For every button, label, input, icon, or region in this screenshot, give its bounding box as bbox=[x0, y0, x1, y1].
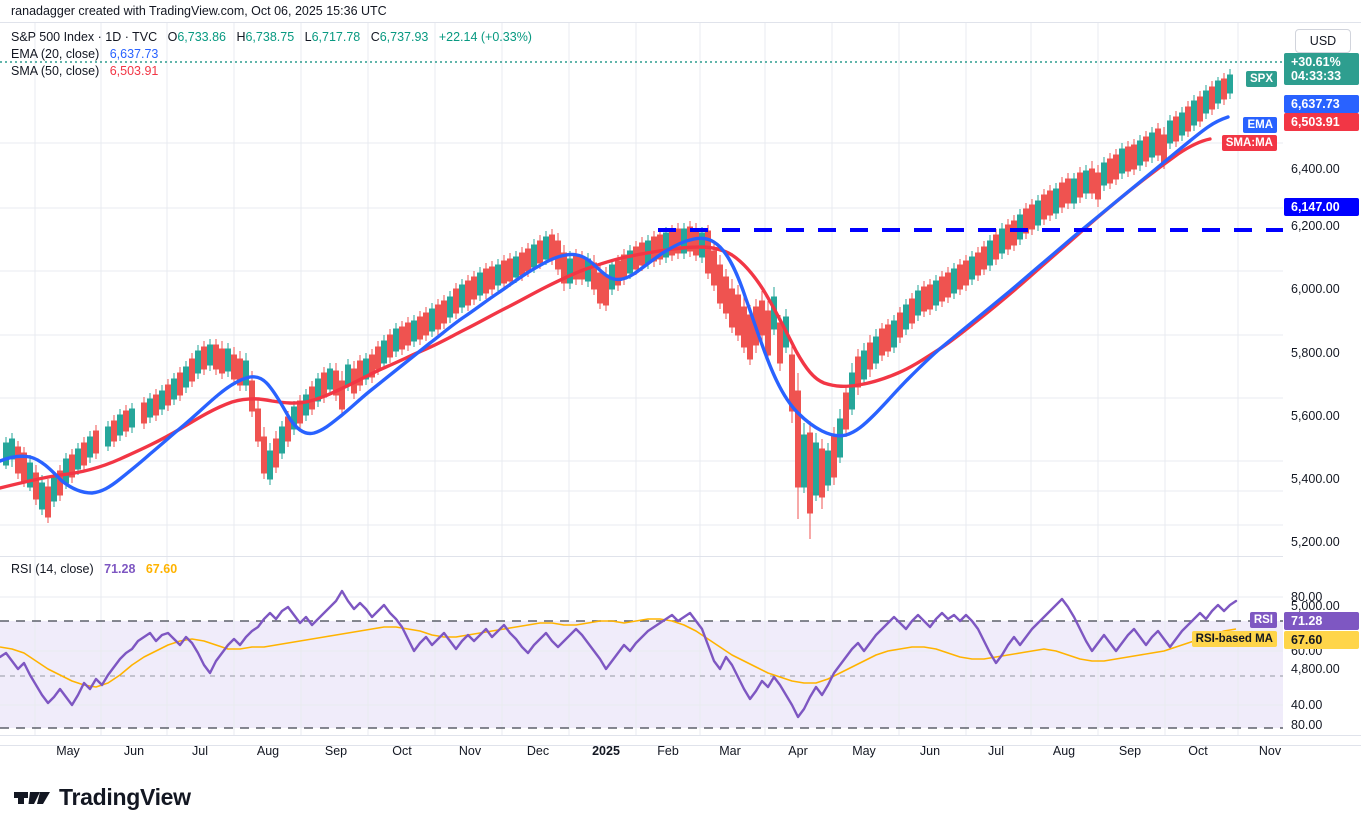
series-chip-sma[interactable]: SMA:MA bbox=[1221, 135, 1277, 151]
attribution-text: ranadagger created with TradingView.com,… bbox=[11, 4, 387, 18]
time-axis-top-divider bbox=[0, 735, 1361, 736]
chart-bottom-divider bbox=[0, 745, 1361, 746]
price-tick-label: 5,800.00 bbox=[1291, 346, 1340, 360]
time-label: Aug bbox=[256, 744, 280, 758]
time-label: Oct bbox=[1188, 744, 1208, 758]
price-tick-label: 5,400.00 bbox=[1291, 472, 1340, 486]
price-gridlines-horizontal bbox=[0, 142, 1283, 526]
price-tick-label: 5,000.00 bbox=[1291, 599, 1340, 613]
price-tick-label: 5,200.00 bbox=[1291, 535, 1340, 549]
time-label: May bbox=[852, 744, 876, 758]
price-pane[interactable]: S&P 500 Index · 1D · TVC O6,733.86 H6,73… bbox=[0, 23, 1283, 556]
series-chip-rsi[interactable]: RSI bbox=[1249, 612, 1277, 628]
series-chip-rsi-ma[interactable]: RSI-based MA bbox=[1191, 631, 1277, 647]
time-label: Jul bbox=[192, 744, 208, 758]
price-tick-label: 6,400.00 bbox=[1291, 162, 1340, 176]
series-chip-spx[interactable]: SPX bbox=[1245, 71, 1277, 87]
tradingview-logo-icon bbox=[14, 791, 50, 804]
rsi-ma-line bbox=[0, 618, 1237, 688]
time-label: Nov bbox=[1258, 744, 1282, 758]
attribution-bar: ranadagger created with TradingView.com,… bbox=[0, 0, 1361, 22]
pane-separator[interactable] bbox=[0, 556, 1361, 557]
chart-area: S&P 500 Index · 1D · TVC O6,733.86 H6,73… bbox=[0, 23, 1361, 768]
last-price-tag[interactable]: +30.61% 04:33:33 bbox=[1284, 53, 1359, 85]
last-change-percent: +30.61% bbox=[1291, 55, 1341, 69]
bar-countdown: 04:33:33 bbox=[1291, 69, 1342, 83]
tradingview-wordmark: TradingView bbox=[59, 784, 191, 810]
footer-branding: TradingView bbox=[0, 769, 1361, 826]
rsi-tick-label: 40.00 bbox=[1291, 698, 1323, 712]
level-price-tag[interactable]: 6,147.00 bbox=[1284, 198, 1359, 216]
time-label: Oct bbox=[392, 744, 412, 758]
price-gridlines-vertical bbox=[34, 23, 1239, 556]
attribution-divider bbox=[0, 22, 1361, 23]
time-label: Dec bbox=[526, 744, 550, 758]
price-pane-canvas bbox=[0, 23, 1283, 556]
price-tick-label: 5,600.00 bbox=[1291, 409, 1340, 423]
series-chip-ema[interactable]: EMA bbox=[1243, 117, 1277, 133]
ema-value-tag[interactable]: 6,637.73 bbox=[1284, 95, 1359, 113]
time-label: Feb bbox=[657, 744, 679, 758]
time-axis[interactable]: May Jun Jul Aug Sep Oct Nov Dec 2025 Feb… bbox=[0, 736, 1283, 768]
price-tick-label: 4,800.00 bbox=[1291, 662, 1340, 676]
rsi-line bbox=[0, 589, 1238, 719]
time-label: Jun bbox=[123, 744, 145, 758]
time-label: May bbox=[56, 744, 80, 758]
rsi-pane-canvas bbox=[0, 557, 1283, 735]
sma-50-line bbox=[0, 137, 1212, 490]
time-label-year: 2025 bbox=[592, 744, 620, 758]
time-label: Jul bbox=[988, 744, 1004, 758]
rsi-gridlines-horizontal bbox=[0, 596, 1283, 706]
ema-20-line bbox=[0, 115, 1230, 495]
time-label: Apr bbox=[788, 744, 808, 758]
price-tick-label: 6,200.00 bbox=[1291, 219, 1340, 233]
rsi-tick-label: 80.00 bbox=[1291, 590, 1323, 604]
price-tick-label: 6,000.00 bbox=[1291, 282, 1340, 296]
time-label: Mar bbox=[719, 744, 741, 758]
rsi-pane[interactable]: RSI (14, close) 71.28 67.60 RSI RSI-base… bbox=[0, 557, 1283, 735]
candlestick-series bbox=[3, 69, 1233, 539]
time-label: Nov bbox=[458, 744, 482, 758]
currency-selector[interactable]: USD bbox=[1295, 29, 1351, 53]
time-label: Sep bbox=[324, 744, 348, 758]
rsi-axis[interactable]: 80.00 60.00 40.00 20.00 71.28 67.60 bbox=[1283, 557, 1361, 766]
time-label: Aug bbox=[1052, 744, 1076, 758]
rsi-tick-label-80: 80.00 bbox=[1291, 718, 1323, 732]
rsi-ma-value-tag[interactable]: 67.60 bbox=[1284, 631, 1359, 649]
rsi-value-tag[interactable]: 71.28 bbox=[1284, 612, 1359, 630]
time-label: Jun bbox=[919, 744, 941, 758]
time-axis-corner bbox=[1283, 736, 1361, 768]
time-label: Sep bbox=[1118, 744, 1142, 758]
sma-value-tag[interactable]: 6,503.91 bbox=[1284, 113, 1359, 131]
